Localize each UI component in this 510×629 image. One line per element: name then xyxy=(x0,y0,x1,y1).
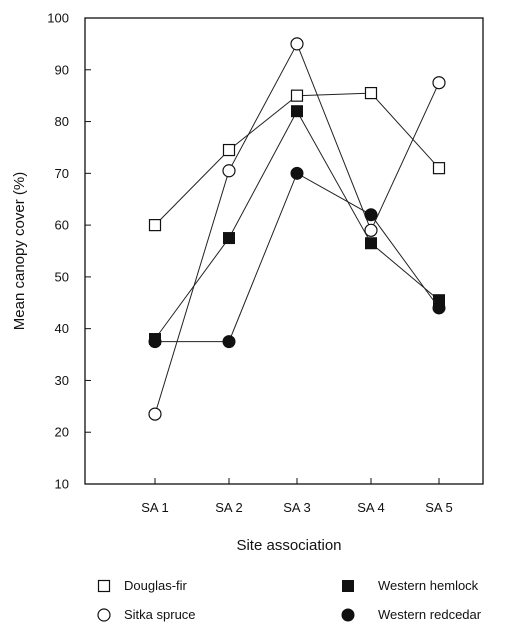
legend-item-douglas-fir: Douglas-fir xyxy=(97,578,188,593)
data-point-western-redcedar xyxy=(148,335,162,349)
legend-marker xyxy=(97,579,111,593)
x-tick-label: SA 4 xyxy=(357,500,384,515)
y-tick-label: 100 xyxy=(47,11,69,26)
legend-marker xyxy=(341,608,355,622)
x-axis: SA 1 SA 2 SA 3 SA 4 SA 5 xyxy=(141,478,453,515)
legend-label: Sitka spruce xyxy=(124,607,196,622)
y-axis-title: Mean canopy cover (%) xyxy=(11,172,28,330)
series-sitka-spruce xyxy=(148,37,446,421)
series-line-western-hemlock xyxy=(154,110,440,340)
legend-marker xyxy=(342,580,354,592)
y-tick-label: 70 xyxy=(55,166,69,181)
data-point-western-redcedar xyxy=(432,301,446,315)
y-tick-label: 30 xyxy=(55,373,69,388)
x-tick-label: SA 2 xyxy=(215,500,242,515)
data-point-douglas-fir xyxy=(290,89,304,102)
y-tick-label: 80 xyxy=(55,114,69,129)
data-point-sitka-spruce xyxy=(432,76,446,90)
x-tick-label: SA 3 xyxy=(283,500,310,515)
data-point-western-redcedar xyxy=(290,166,304,180)
legend-marker xyxy=(97,608,111,622)
y-axis: 10 20 30 40 50 60 70 80 90 100 xyxy=(47,11,91,492)
x-tick-label: SA 1 xyxy=(141,500,168,515)
data-point-sitka-spruce xyxy=(290,37,304,51)
series-line-western-redcedar xyxy=(155,172,440,343)
y-tick-label: 60 xyxy=(55,218,69,233)
x-tick-label: SA 5 xyxy=(425,500,452,515)
legend-label: Western redcedar xyxy=(378,607,482,622)
series-douglas-fir xyxy=(148,86,446,232)
legend-label: Western hemlock xyxy=(378,578,479,593)
data-point-douglas-fir xyxy=(432,162,446,175)
data-point-western-hemlock xyxy=(223,232,235,245)
data-point-western-hemlock xyxy=(291,105,303,118)
data-point-douglas-fir xyxy=(222,143,236,157)
y-tick-label: 20 xyxy=(55,425,69,440)
data-point-douglas-fir xyxy=(148,219,162,232)
legend: Douglas-fir Sitka spruce Western hemlock We… xyxy=(97,578,482,622)
legend-label: Douglas-fir xyxy=(124,578,188,593)
legend-item-sitka-spruce: Sitka spruce xyxy=(97,607,196,622)
data-point-western-hemlock xyxy=(365,237,377,250)
y-tick-label: 50 xyxy=(55,269,69,284)
series-layer xyxy=(148,37,446,421)
data-point-western-redcedar xyxy=(364,208,378,222)
x-axis-title: Site association xyxy=(236,537,341,554)
y-tick-label: 40 xyxy=(55,321,69,336)
data-point-sitka-spruce xyxy=(148,407,162,421)
data-point-sitka-spruce xyxy=(364,223,378,237)
data-point-western-redcedar xyxy=(222,335,236,349)
legend-item-western-hemlock: Western hemlock xyxy=(342,578,479,593)
y-tick-label: 10 xyxy=(55,477,69,492)
legend-item-western-redcedar: Western redcedar xyxy=(341,607,482,622)
data-point-douglas-fir xyxy=(364,86,378,100)
data-point-sitka-spruce xyxy=(222,164,236,178)
plot-frame xyxy=(84,17,484,485)
series-western-hemlock xyxy=(149,105,445,346)
series-western-redcedar xyxy=(148,166,446,349)
y-tick-label: 90 xyxy=(55,62,69,77)
